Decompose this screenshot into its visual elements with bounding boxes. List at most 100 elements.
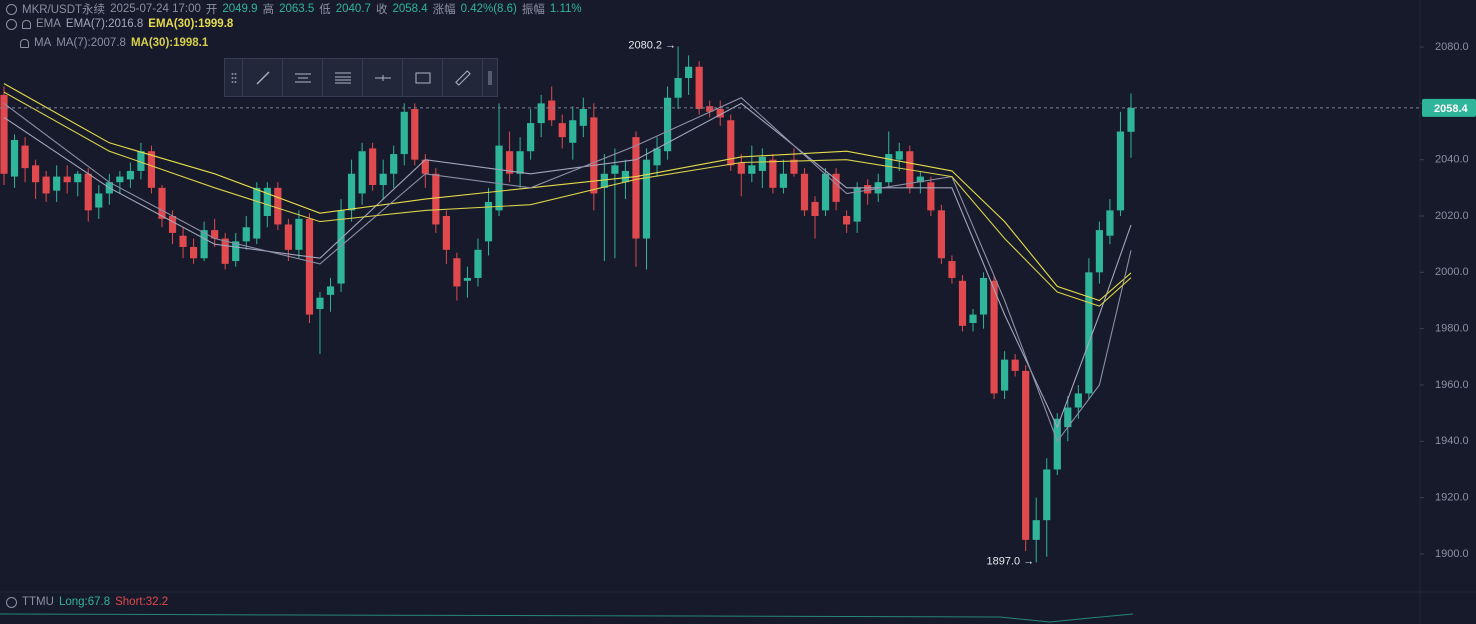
- drawing-toolbar: [224, 58, 498, 97]
- close-value: 2058.4: [392, 3, 428, 15]
- candle-body: [558, 123, 566, 138]
- y-tick-label: 1940.0: [1435, 435, 1469, 447]
- candle-body: [548, 100, 556, 121]
- candle-body: [189, 246, 198, 259]
- candle-body: [474, 249, 482, 278]
- candle-body: [674, 78, 682, 98]
- candle-body: [137, 151, 145, 171]
- candle-body: [221, 238, 229, 264]
- candle-body: [432, 173, 440, 225]
- candle-body: [116, 176, 124, 183]
- candle-body: [411, 108, 419, 160]
- candle-body: [421, 159, 429, 174]
- candle-body: [484, 201, 493, 242]
- trend-line-tool[interactable]: [243, 59, 283, 96]
- parallel-tool[interactable]: [283, 59, 323, 96]
- candle-body: [969, 314, 977, 324]
- legend-entry: EMA(30):1999.8: [148, 18, 234, 30]
- candle-body: [53, 176, 61, 191]
- candle-body: [284, 224, 292, 250]
- open-label: 开: [205, 4, 218, 16]
- candle-body: [442, 216, 450, 250]
- candle-body: [864, 185, 872, 194]
- candle-body: [179, 235, 187, 247]
- candle-body: [811, 201, 819, 217]
- candle-body: [358, 151, 366, 194]
- rectangle-tool[interactable]: [403, 59, 443, 96]
- candle-body: [790, 159, 798, 174]
- candle-body: [211, 230, 219, 239]
- candle-body: [84, 173, 92, 211]
- candle-body: [126, 170, 134, 180]
- y-tick-label: 1980.0: [1435, 323, 1469, 335]
- candle-body: [1011, 359, 1019, 371]
- candle-body: [463, 277, 472, 281]
- candle-body: [505, 151, 514, 174]
- candle-body: [821, 173, 830, 211]
- candle-body: [590, 117, 598, 194]
- candle-body: [316, 297, 324, 309]
- y-tick-label: 2000.0: [1435, 266, 1469, 278]
- drag-handle[interactable]: [225, 59, 243, 96]
- ttmu-short: Short:32.2: [115, 596, 169, 608]
- candle-body: [379, 173, 387, 186]
- candle-body: [632, 137, 640, 239]
- ttmu-long: Long:67.8: [58, 596, 111, 608]
- candle-body: [642, 159, 651, 239]
- candle-body: [537, 103, 545, 124]
- candle-body: [727, 120, 735, 166]
- candle-body: [274, 187, 282, 225]
- candle-body: [685, 66, 693, 79]
- candle-body: [579, 108, 587, 126]
- candle-body: [369, 148, 377, 186]
- indicator-line: [3, 83, 1132, 302]
- low-label: 低: [319, 4, 331, 16]
- candle-body: [200, 230, 208, 259]
- candle-body: [295, 218, 303, 250]
- ttmu-line: [0, 613, 1134, 623]
- candle-body: [1043, 469, 1051, 521]
- time: 2025-07-24 17:00: [110, 3, 201, 15]
- candle-body: [242, 227, 250, 242]
- candle-body: [326, 286, 335, 295]
- channel-tool[interactable]: [323, 59, 363, 96]
- symbol: MKR/USDT永续: [22, 4, 106, 16]
- candle-body: [600, 173, 608, 188]
- candle-body: [527, 123, 535, 152]
- candle-body: [916, 176, 924, 183]
- measure-tool[interactable]: [443, 59, 483, 96]
- candle-body: [621, 170, 630, 183]
- y-tick-label: 1960.0: [1435, 379, 1469, 391]
- collapse-icon[interactable]: [6, 596, 17, 608]
- candle-body: [42, 176, 50, 194]
- toolbar-grip[interactable]: [483, 59, 497, 96]
- alert-icon[interactable]: [20, 38, 29, 48]
- candle-body: [495, 145, 503, 211]
- y-tick-label: 2020.0: [1435, 210, 1469, 222]
- collapse-icon[interactable]: [6, 3, 17, 15]
- alert-icon[interactable]: [22, 19, 31, 29]
- candle-body: [663, 97, 672, 152]
- collapse-icon[interactable]: [6, 18, 17, 30]
- candle-body: [853, 187, 861, 222]
- high-label: 高: [262, 4, 275, 16]
- candle-body: [263, 187, 271, 217]
- candle-body: [1074, 393, 1082, 408]
- ttmu-legend: TTMU Long:67.8 Short:32.2: [6, 596, 168, 608]
- candle-body: [653, 148, 661, 166]
- candle-body: [147, 151, 156, 188]
- candle-body: [1127, 107, 1135, 132]
- close-label: 收: [375, 4, 388, 16]
- candle-body: [885, 154, 893, 183]
- candle-body: [737, 162, 745, 174]
- candle-body: [958, 280, 967, 326]
- candle-body: [979, 277, 988, 315]
- candle-body: [232, 241, 240, 262]
- ema-legend: EMA EMA(7):2016.8 EMA(30):1999.8: [6, 18, 233, 30]
- amplitude-value: 1.11%: [549, 3, 582, 15]
- candle-body: [253, 187, 261, 239]
- horizontal-tool[interactable]: [363, 59, 403, 96]
- change-label: 涨幅: [432, 4, 456, 16]
- candle-body: [843, 216, 851, 225]
